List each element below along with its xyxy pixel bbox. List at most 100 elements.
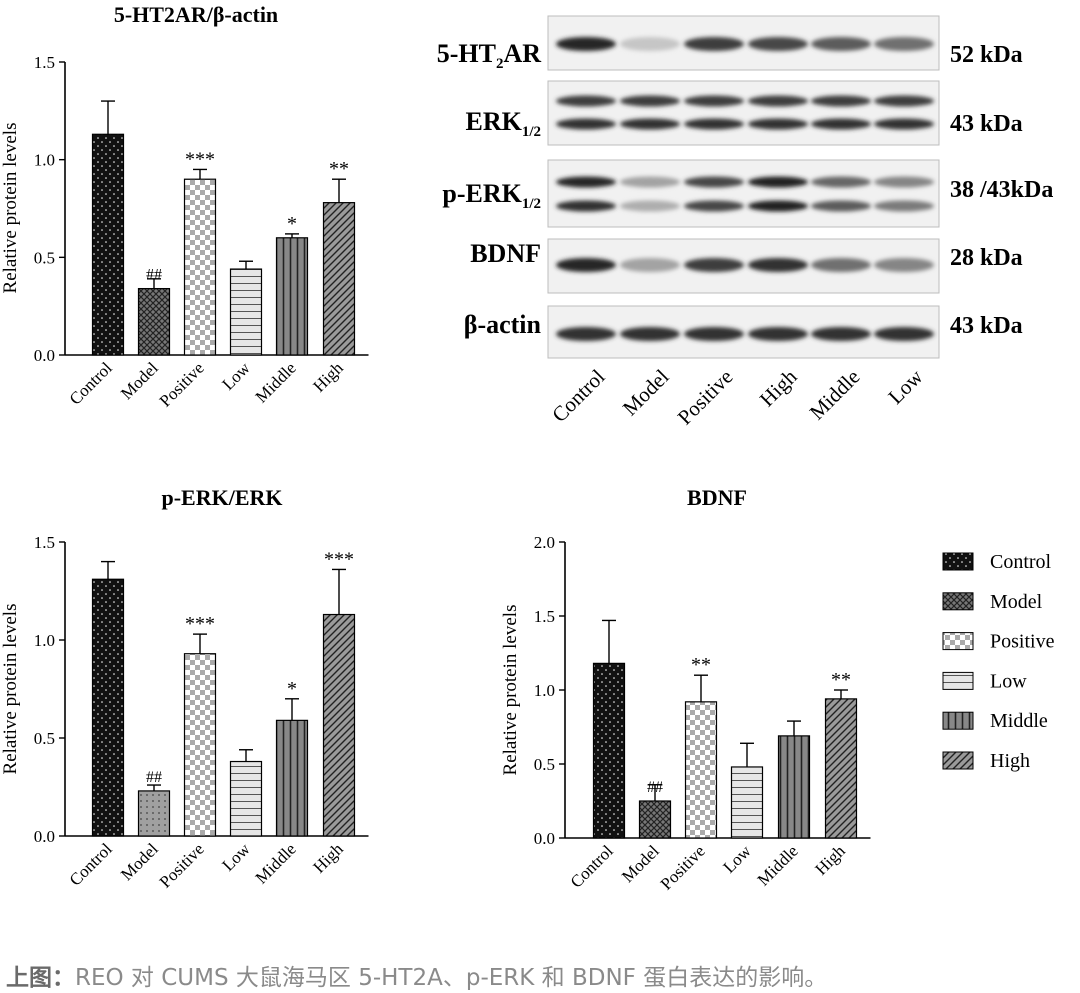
- blot-band: [556, 95, 616, 107]
- x-tick-label: Low: [218, 839, 254, 875]
- y-tick-label: 0.5: [534, 755, 555, 774]
- blot-band: [811, 258, 871, 272]
- y-tick-label: 0.5: [34, 248, 55, 267]
- y-tick-label: 1.0: [34, 151, 55, 170]
- blot-panel: [547, 159, 940, 228]
- y-tick-label: 1.0: [534, 681, 555, 700]
- legend-swatch-middle: [942, 711, 974, 730]
- blot-band: [874, 258, 934, 272]
- significance-label: ***: [185, 613, 215, 635]
- y-tick-label: 0.0: [534, 829, 555, 848]
- blot-band: [556, 118, 616, 130]
- x-tick-label: Middle: [252, 358, 300, 406]
- blot-band: [684, 118, 744, 130]
- x-tick-label: Positive: [156, 839, 208, 891]
- y-axis-label: Relative protein levels: [0, 604, 21, 775]
- chart-bdnf: 0.0 0.5 1.0 1.5 2.0 Relative protein levels Co…: [500, 533, 871, 894]
- y-tick-label: 1.0: [34, 631, 55, 650]
- blot-band: [748, 37, 808, 51]
- blot-band: [874, 118, 934, 130]
- caption-text: REO 对 CUMS 大鼠海马区 5-HT2A、p-ERK 和 BDNF 蛋白表…: [75, 965, 828, 991]
- figure-caption: 上图：REO 对 CUMS 大鼠海马区 5-HT2A、p-ERK 和 BDNF …: [6, 958, 827, 992]
- x-tick-label: Low: [719, 841, 755, 877]
- significance-label: *: [287, 678, 297, 700]
- y-tick-label: 0.5: [34, 729, 55, 748]
- bar-low: [229, 760, 263, 837]
- x-tick-label: Control: [567, 841, 617, 891]
- blot-band: [874, 95, 934, 107]
- x-tick-label: Middle: [754, 841, 802, 889]
- y-tick-label: 2.0: [534, 533, 555, 552]
- legend: Control Model Positive Low Middle High: [942, 551, 1055, 772]
- x-tick-label: Positive: [657, 841, 709, 893]
- bar-control: [91, 133, 125, 356]
- x-tick-label: High: [811, 841, 849, 879]
- blot-band: [811, 327, 871, 341]
- legend-label: Middle: [990, 710, 1048, 732]
- blot-band: [748, 176, 808, 188]
- blot-band: [684, 95, 744, 107]
- blot-band: [684, 200, 744, 212]
- blot-band: [874, 37, 934, 51]
- y-axis-label: Relative protein levels: [0, 123, 21, 294]
- significance-label: ##: [647, 779, 663, 796]
- legend-label: Model: [990, 591, 1043, 613]
- y-tick-label: 1.5: [34, 533, 55, 552]
- significance-label: **: [329, 158, 349, 180]
- blot-band: [620, 37, 680, 51]
- blot-band: [556, 176, 616, 188]
- blot-band: [556, 37, 616, 51]
- blot-lane-label: Model: [618, 364, 674, 420]
- legend-swatch-high: [942, 751, 974, 770]
- blot-size-label: 28 kDa: [950, 245, 1023, 271]
- bar-high: [824, 698, 858, 839]
- bar-low: [229, 268, 263, 356]
- bar-middle: [777, 735, 811, 839]
- legend-swatch-model: [942, 592, 974, 611]
- blot-band: [620, 200, 680, 212]
- blot-panel: [547, 80, 940, 146]
- bar-positive: [183, 653, 217, 837]
- bar-middle: [275, 237, 309, 356]
- y-tick-label: 1.5: [34, 53, 55, 72]
- y-axis-label: Relative protein levels: [500, 605, 521, 776]
- blot-band: [748, 118, 808, 130]
- significance-label: **: [831, 669, 851, 691]
- x-tick-label: Low: [218, 358, 254, 394]
- blot-band: [811, 118, 871, 130]
- x-tick-label: Control: [66, 358, 116, 408]
- y-tick-label: 0.0: [34, 346, 55, 365]
- blot-band: [620, 118, 680, 130]
- blot-band: [874, 327, 934, 341]
- blot-row-label: p-ERK1/2: [442, 179, 541, 212]
- bar-low: [730, 766, 764, 839]
- bar-middle: [275, 719, 309, 837]
- significance-label: ##: [146, 267, 162, 284]
- blot-band: [811, 176, 871, 188]
- x-tick-label: Positive: [156, 358, 208, 410]
- legend-label: High: [990, 750, 1030, 772]
- blot-band: [874, 176, 934, 188]
- blot-band: [748, 327, 808, 341]
- blot-lane-label: Control: [547, 364, 609, 426]
- significance-label: **: [691, 654, 711, 676]
- legend-swatch-positive: [942, 632, 974, 651]
- chart-perk: 0.0 0.5 1.0 1.5 Relative protein levels Contr…: [0, 533, 369, 892]
- bar-model: [137, 790, 171, 837]
- western-blot: 5-HT2AR 52 kDa ERK1/2 43 kDa p-ERK1/2 38 /43k…: [437, 15, 1053, 429]
- blot-band: [620, 258, 680, 272]
- bar-model: [638, 800, 672, 839]
- legend-label: Positive: [990, 631, 1055, 653]
- blot-size-label: 43 kDa: [950, 313, 1023, 339]
- blot-band: [684, 176, 744, 188]
- blot-size-label: 43 kDa: [950, 111, 1023, 137]
- bar-positive: [684, 701, 718, 839]
- blot-band: [811, 95, 871, 107]
- legend-swatch-control: [942, 552, 974, 571]
- bar-model: [137, 287, 171, 356]
- blot-band: [684, 258, 744, 272]
- y-tick-label: 1.5: [534, 607, 555, 626]
- blot-band: [684, 37, 744, 51]
- blot-band: [556, 200, 616, 212]
